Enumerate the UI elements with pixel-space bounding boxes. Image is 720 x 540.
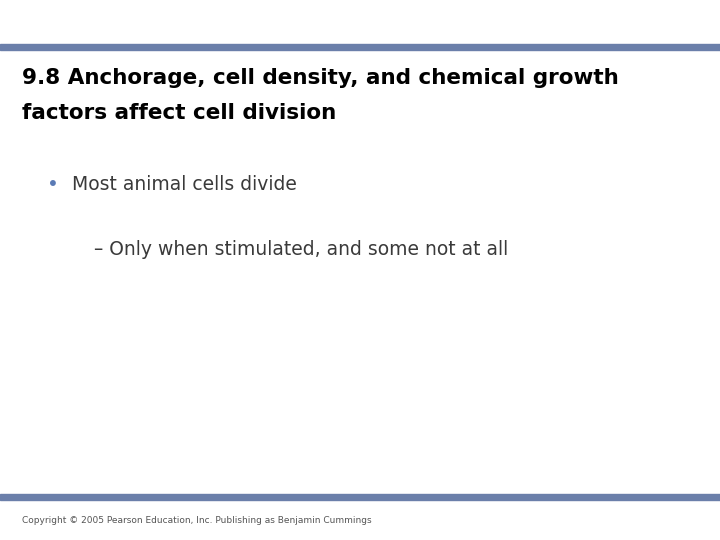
Text: •: •	[47, 175, 58, 194]
Text: Copyright © 2005 Pearson Education, Inc. Publishing as Benjamin Cummings: Copyright © 2005 Pearson Education, Inc.…	[22, 516, 372, 525]
Text: – Only when stimulated, and some not at all: – Only when stimulated, and some not at …	[94, 240, 508, 259]
Bar	[0, 44, 720, 50]
Bar	[0, 494, 720, 500]
Text: 9.8 Anchorage, cell density, and chemical growth: 9.8 Anchorage, cell density, and chemica…	[22, 68, 618, 88]
Text: factors affect cell division: factors affect cell division	[22, 103, 336, 123]
Text: Most animal cells divide: Most animal cells divide	[72, 175, 297, 194]
